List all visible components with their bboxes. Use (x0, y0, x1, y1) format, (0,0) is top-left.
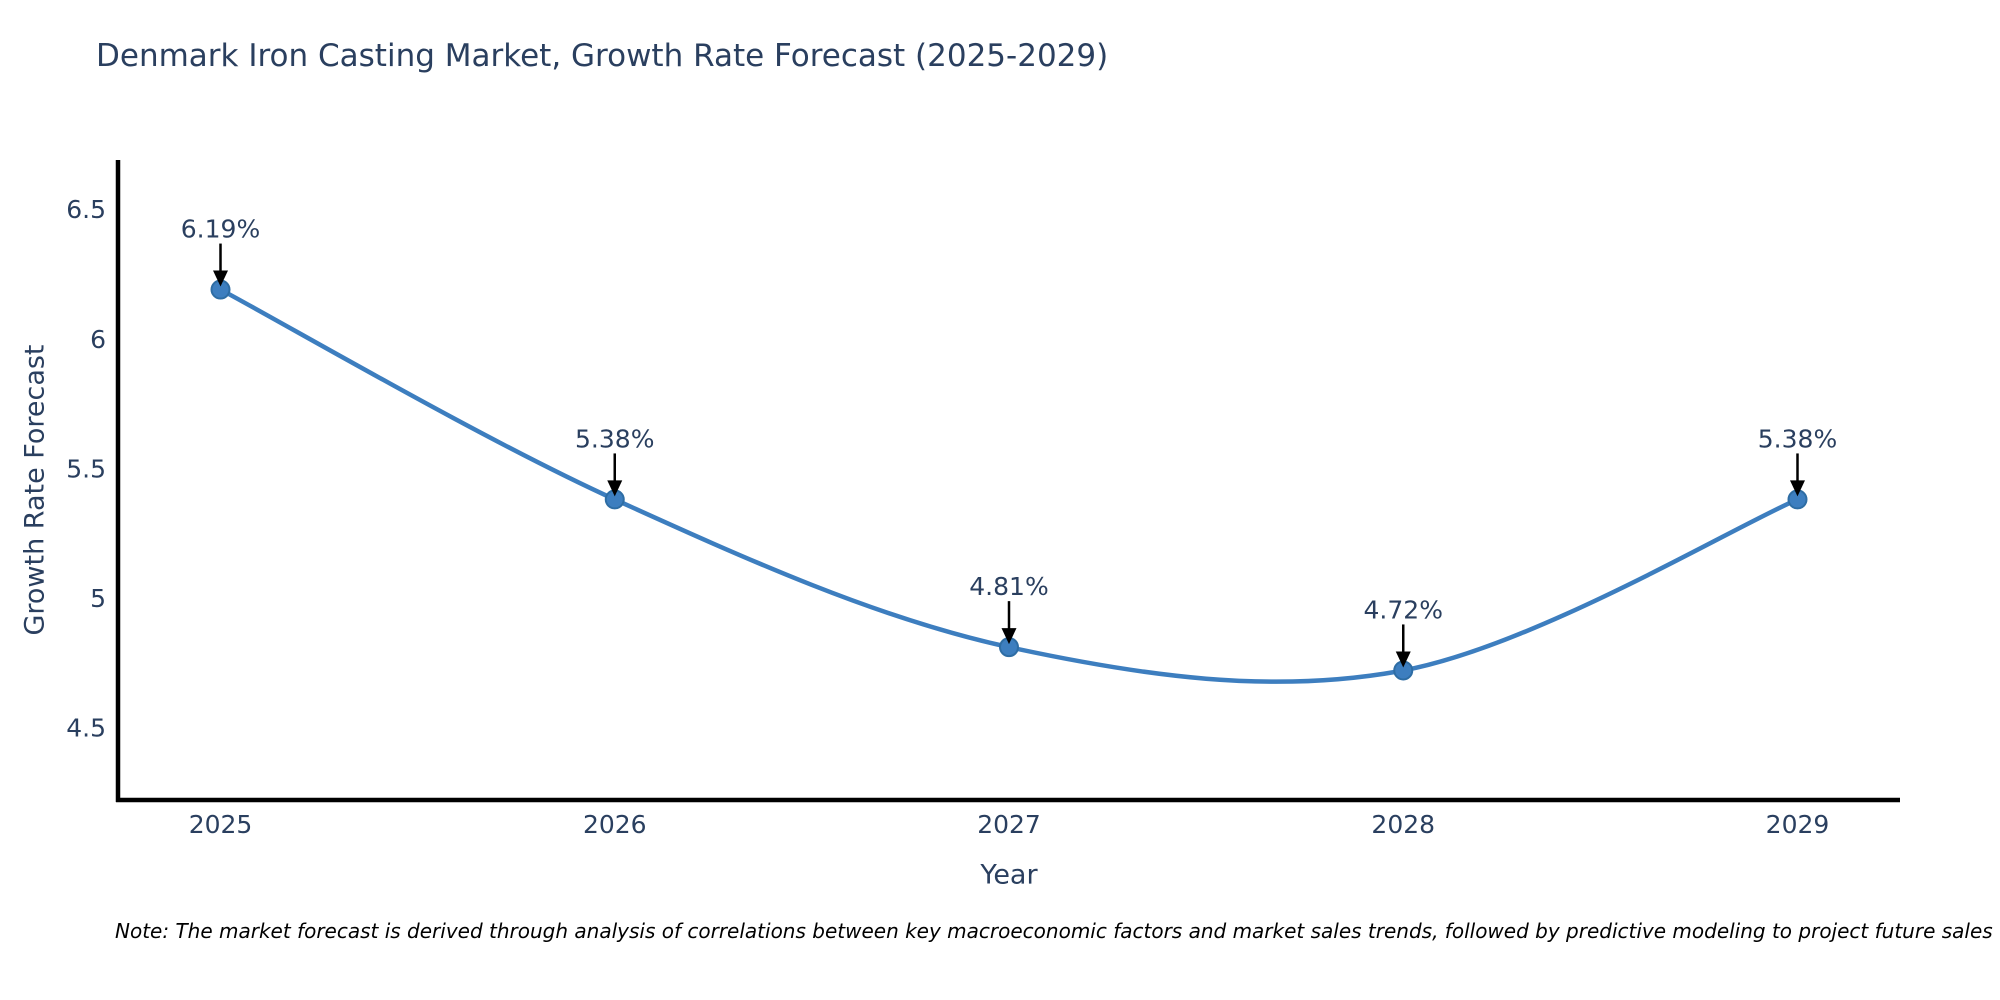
data-point-label: 5.38% (575, 424, 654, 453)
annotation-arrow-head (1789, 480, 1805, 497)
footnote: Note: The market forecast is derived thr… (115, 919, 1993, 943)
data-point-label: 5.38% (1758, 424, 1837, 453)
data-point-label: 6.19% (181, 215, 260, 244)
x-tick-label: 2029 (1766, 810, 1830, 839)
x-tick-label: 2028 (1371, 810, 1435, 839)
chart-title: Denmark Iron Casting Market, Growth Rate… (96, 38, 1109, 74)
annotation-arrow-head (607, 480, 623, 497)
y-tick-label: 6.5 (66, 195, 106, 224)
x-axis-label: Year (980, 859, 1038, 891)
annotation-arrow-head (213, 270, 229, 287)
annotation-arrow-head (1001, 628, 1017, 645)
y-tick-label: 6 (90, 325, 106, 354)
x-tick-label: 2025 (189, 810, 253, 839)
x-tick-label: 2027 (977, 810, 1041, 839)
y-tick-label: 5.5 (66, 454, 106, 483)
data-point-label: 4.81% (969, 572, 1048, 601)
x-tick-label: 2026 (583, 810, 647, 839)
data-point-label: 4.72% (1364, 595, 1443, 624)
y-tick-label: 4.5 (66, 713, 106, 742)
annotation-arrow-head (1395, 651, 1411, 668)
y-tick-label: 5 (90, 584, 106, 613)
